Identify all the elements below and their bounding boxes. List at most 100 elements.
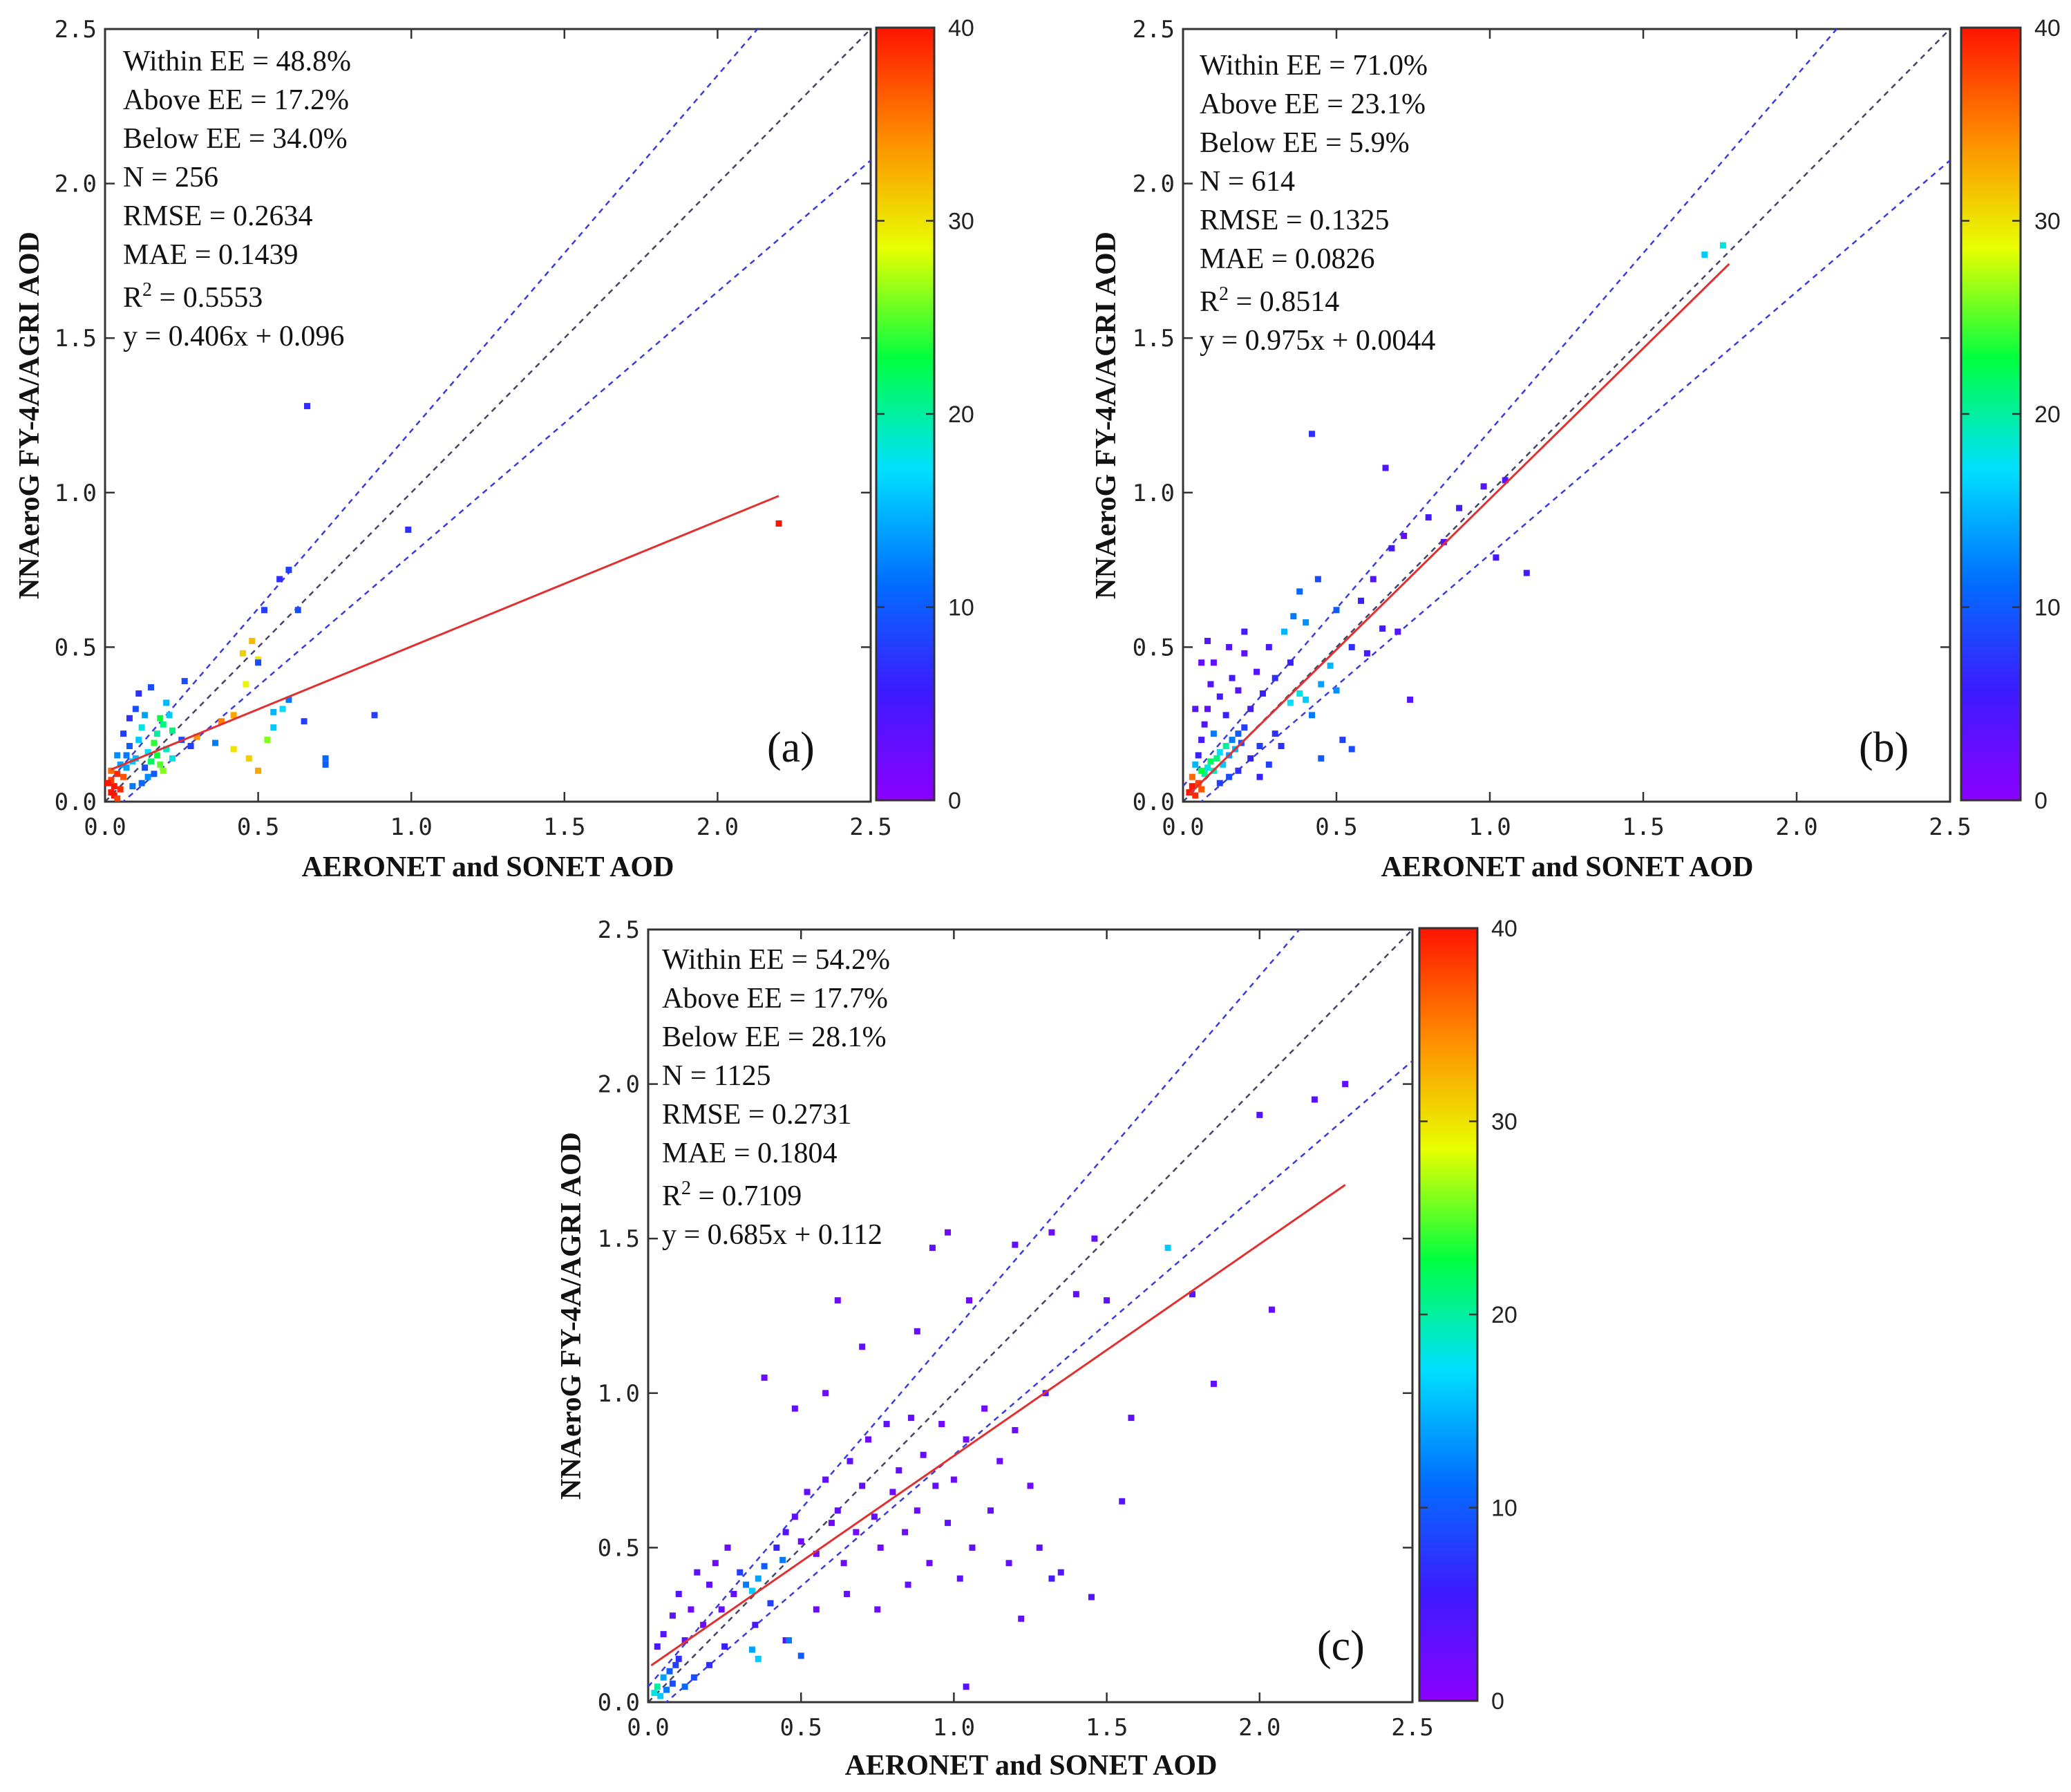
stat-mae-a: MAE = 0.1439 — [123, 239, 299, 271]
x-tick-label: 0.0 — [1162, 813, 1204, 841]
scatter-point — [405, 526, 412, 533]
scatter-point — [859, 1482, 866, 1489]
scatter-point — [1235, 767, 1242, 774]
scatter-point — [724, 1544, 731, 1551]
scatter-point — [859, 1343, 866, 1350]
y-tick-label: 2.0 — [1133, 171, 1175, 198]
scatter-point — [651, 1690, 658, 1697]
scatter-point — [730, 1590, 737, 1597]
scatter-point — [847, 1458, 853, 1464]
y-axis-title-c: NNAeroG FY-4A/AGRI AOD — [556, 1132, 587, 1500]
scatter-point — [371, 712, 378, 719]
y-tick-label: 2.5 — [1133, 16, 1175, 44]
scatter-point — [786, 1637, 793, 1644]
scatter-point — [804, 1489, 811, 1496]
scatter-point — [926, 1560, 933, 1567]
scatter-point — [160, 721, 167, 728]
x-tick-label: 0.5 — [1315, 813, 1357, 841]
stat-n-a: N = 256 — [123, 162, 218, 194]
scatter-point — [1363, 650, 1370, 657]
scatter-point — [834, 1507, 841, 1514]
scatter-point — [932, 1482, 939, 1489]
scatter-point — [914, 1507, 920, 1514]
stat-r2-a: R2 = 0.5553 — [123, 279, 263, 314]
scatter-point — [1213, 755, 1220, 762]
scatter-point — [1241, 628, 1248, 635]
scatter-point — [663, 1686, 670, 1693]
scatter-point — [775, 520, 782, 527]
scatter-point — [1287, 659, 1294, 666]
scatter-point — [1268, 1306, 1275, 1313]
scatter-point — [1394, 628, 1401, 635]
axis-ticks-b: 0.0 0.5 1.0 1.5 2.0 2.5 0.0 0.5 1.0 1.5 2.0 2.5 — [1133, 16, 1971, 841]
scatter-point — [1210, 659, 1217, 666]
scatter-point — [142, 764, 149, 771]
scatter-point — [1290, 613, 1297, 620]
x-axis-title-a: AERONET and SONET AOD — [302, 851, 674, 883]
x-axis-title-b: AERONET and SONET AOD — [1381, 851, 1754, 883]
scatter-point — [270, 708, 277, 715]
scatter-point — [1256, 743, 1263, 750]
scatter-point — [1358, 597, 1365, 604]
colorbar-tick-label: 40 — [948, 15, 974, 41]
scatter-point — [1259, 690, 1266, 697]
scatter-point — [1265, 643, 1272, 650]
scatter-point — [135, 690, 142, 697]
x-tick-label: 1.0 — [390, 813, 432, 841]
x-tick-label: 1.5 — [543, 813, 585, 841]
colorbar-tick-label: 0 — [948, 788, 961, 814]
scatter-point — [1401, 532, 1408, 539]
stat-above-ee-c: Above EE = 17.7% — [662, 983, 888, 1015]
scatter-point — [1119, 1498, 1126, 1505]
scatter-point — [1210, 1380, 1217, 1387]
y-tick-label: 1.0 — [1133, 480, 1175, 507]
scatter-point — [151, 771, 158, 777]
scatter-point — [114, 752, 121, 759]
scatter-point — [157, 715, 164, 721]
scatter-point — [1186, 789, 1193, 796]
scatter-point — [218, 718, 225, 725]
ee-upper-line — [648, 930, 1301, 1688]
y-tick-label: 1.5 — [1133, 325, 1175, 352]
scatter-point — [1382, 464, 1389, 471]
x-tick-label: 2.0 — [1238, 1714, 1280, 1742]
scatter-point — [1333, 607, 1340, 614]
y-tick-label: 0.0 — [1133, 789, 1175, 816]
stat-fit-eq-b: y = 0.975x + 0.0044 — [1200, 325, 1435, 357]
one-to-one-line — [105, 29, 871, 802]
stats-block-c: Within EE = 54.2% Above EE = 17.7% Below… — [662, 944, 890, 1251]
scatter-point — [761, 1563, 768, 1569]
scatter-point — [1311, 1096, 1318, 1103]
scatter-point — [1192, 706, 1199, 713]
stat-n-b: N = 614 — [1200, 166, 1295, 198]
scatter-point — [1226, 643, 1233, 650]
scatter-point — [657, 1692, 664, 1699]
scatter-point — [249, 637, 256, 644]
scatter-point — [255, 659, 262, 666]
regression-line — [1188, 263, 1730, 795]
scatter-point — [969, 1544, 976, 1551]
scatter-point — [304, 403, 311, 410]
scatter-point — [147, 684, 154, 691]
scatter-point — [1072, 1291, 1079, 1298]
ee-lower-line — [122, 160, 871, 802]
scatter-point — [1241, 650, 1248, 657]
scatter-point — [773, 1544, 780, 1551]
one-to-one-line — [648, 930, 1412, 1702]
scatter-point — [752, 1621, 759, 1628]
ee-upper-line — [105, 29, 759, 787]
scatter-point — [1198, 786, 1205, 793]
scatter-point — [239, 650, 246, 657]
x-tick-label: 0.0 — [84, 813, 126, 841]
scatter-point — [1296, 690, 1303, 697]
scatter-point — [938, 1421, 945, 1428]
scatter-point — [169, 755, 176, 762]
scatter-point — [1247, 755, 1254, 762]
scatter-point — [144, 748, 151, 755]
y-tick-label: 2.0 — [598, 1071, 640, 1099]
scatter-point — [285, 696, 292, 703]
scatter-point — [840, 1560, 847, 1567]
scatter-point — [782, 1529, 789, 1536]
stat-below-ee-c: Below EE = 28.1% — [662, 1021, 887, 1053]
